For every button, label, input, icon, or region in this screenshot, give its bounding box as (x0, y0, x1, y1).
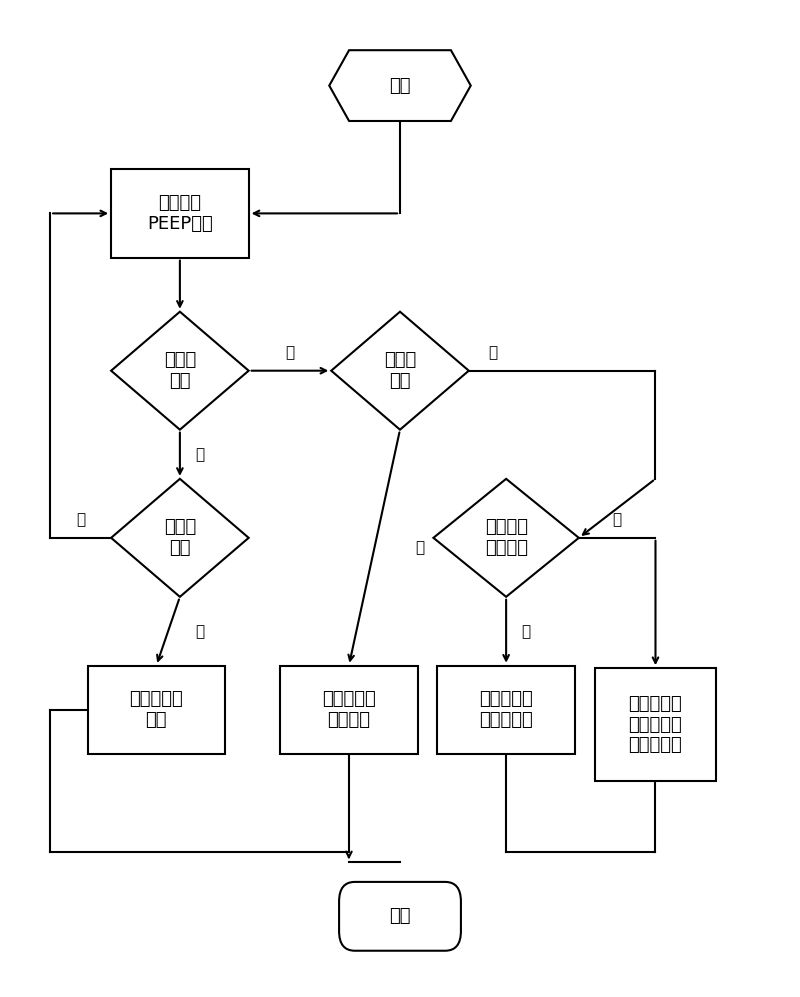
Text: 是: 是 (195, 447, 204, 462)
Text: 是否有调
节记录？: 是否有调 节记录？ (485, 518, 528, 557)
Text: 否: 否 (76, 512, 86, 527)
Text: 结束: 结束 (390, 907, 410, 925)
Text: 压力正
常？: 压力正 常？ (164, 351, 196, 390)
FancyBboxPatch shape (280, 666, 418, 754)
Polygon shape (330, 50, 470, 121)
Polygon shape (111, 479, 249, 597)
Text: 需要调
节？: 需要调 节？ (164, 518, 196, 557)
Polygon shape (434, 479, 579, 597)
Polygon shape (331, 312, 469, 430)
FancyBboxPatch shape (87, 666, 225, 754)
Text: 调节比例电
磁阀: 调节比例电 磁阀 (130, 691, 183, 729)
FancyBboxPatch shape (111, 169, 249, 257)
Text: 否: 否 (286, 346, 294, 361)
Polygon shape (111, 312, 249, 430)
Text: 关闭两位三
通电磁阀，
提供报警。: 关闭两位三 通电磁阀， 提供报警。 (629, 695, 682, 755)
Text: 开始: 开始 (390, 77, 410, 95)
FancyBboxPatch shape (339, 882, 461, 951)
Text: 打开两位三
通电磁阀: 打开两位三 通电磁阀 (322, 691, 376, 729)
Text: 调节比例电
磁阀并记录: 调节比例电 磁阀并记录 (479, 691, 533, 729)
FancyBboxPatch shape (438, 666, 575, 754)
Text: 否: 否 (415, 540, 424, 555)
Text: 是: 是 (195, 624, 204, 639)
Text: 是: 是 (488, 346, 497, 361)
FancyBboxPatch shape (594, 668, 717, 781)
Text: 是: 是 (613, 512, 622, 527)
Text: 压力过
大？: 压力过 大？ (384, 351, 416, 390)
Text: 获取当前
PEEP压力: 获取当前 PEEP压力 (147, 194, 213, 232)
Text: 否: 否 (522, 624, 530, 639)
